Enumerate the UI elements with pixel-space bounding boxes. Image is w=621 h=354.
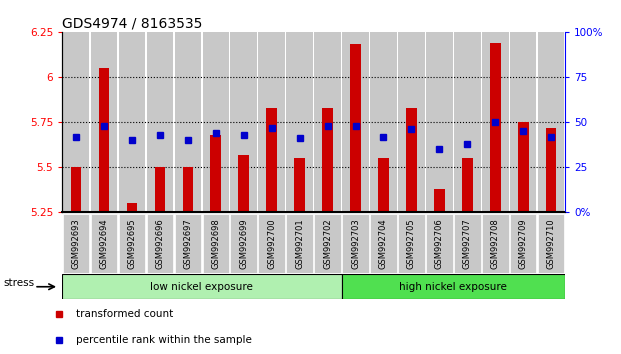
Text: GSM992697: GSM992697 <box>183 218 193 269</box>
Bar <box>314 214 341 273</box>
Bar <box>538 32 564 212</box>
Text: GSM992698: GSM992698 <box>211 218 220 269</box>
Text: percentile rank within the sample: percentile rank within the sample <box>76 335 252 345</box>
Bar <box>202 32 229 212</box>
Text: high nickel exposure: high nickel exposure <box>399 282 507 292</box>
Text: GSM992704: GSM992704 <box>379 218 388 269</box>
Bar <box>350 45 361 212</box>
Bar <box>322 108 333 212</box>
Bar <box>175 214 201 273</box>
Bar <box>286 214 313 273</box>
Bar <box>434 189 445 212</box>
Bar <box>482 32 509 212</box>
Bar <box>398 32 425 212</box>
Bar <box>63 32 89 212</box>
Bar <box>546 127 556 212</box>
Text: GSM992707: GSM992707 <box>463 218 472 269</box>
Bar <box>99 68 109 212</box>
Bar <box>71 167 81 212</box>
Bar <box>211 135 221 212</box>
Text: low nickel exposure: low nickel exposure <box>150 282 253 292</box>
Bar <box>378 158 389 212</box>
Text: GSM992701: GSM992701 <box>295 218 304 269</box>
Bar <box>342 32 369 212</box>
Bar <box>230 214 257 273</box>
Text: GSM992702: GSM992702 <box>323 218 332 269</box>
Bar <box>518 122 528 212</box>
Bar <box>370 214 397 273</box>
Text: GSM992710: GSM992710 <box>546 218 556 269</box>
Bar <box>258 214 285 273</box>
Bar <box>147 32 173 212</box>
Bar <box>398 214 425 273</box>
Bar <box>454 214 481 273</box>
Text: GSM992695: GSM992695 <box>127 218 137 269</box>
Text: GSM992694: GSM992694 <box>99 218 109 269</box>
Bar <box>454 32 481 212</box>
Bar <box>510 32 537 212</box>
Text: GSM992696: GSM992696 <box>155 218 165 269</box>
Bar <box>91 32 117 212</box>
Bar <box>175 32 201 212</box>
Bar <box>314 32 341 212</box>
Bar <box>510 214 537 273</box>
Bar <box>286 32 313 212</box>
Bar <box>202 214 229 273</box>
Bar <box>426 32 453 212</box>
Bar <box>342 274 565 299</box>
Text: stress: stress <box>3 278 34 288</box>
Text: GSM992699: GSM992699 <box>239 218 248 269</box>
Text: GSM992693: GSM992693 <box>71 218 81 269</box>
Bar <box>63 214 89 273</box>
Text: GDS4974 / 8163535: GDS4974 / 8163535 <box>62 17 202 31</box>
Bar <box>119 214 145 273</box>
Bar <box>266 108 277 212</box>
Bar <box>462 158 473 212</box>
Text: GSM992706: GSM992706 <box>435 218 444 269</box>
Bar <box>258 32 285 212</box>
Text: GSM992700: GSM992700 <box>267 218 276 269</box>
Bar <box>294 158 305 212</box>
Bar <box>119 32 145 212</box>
Bar <box>230 32 257 212</box>
Bar <box>147 214 173 273</box>
Bar <box>183 167 193 212</box>
Bar <box>490 43 501 212</box>
Bar <box>127 203 137 212</box>
Text: GSM992709: GSM992709 <box>519 218 528 269</box>
Text: GSM992705: GSM992705 <box>407 218 416 269</box>
Text: transformed count: transformed count <box>76 309 173 320</box>
Text: GSM992708: GSM992708 <box>491 218 500 269</box>
Bar <box>342 214 369 273</box>
Bar <box>155 167 165 212</box>
Bar <box>238 155 249 212</box>
Bar <box>370 32 397 212</box>
Bar <box>62 274 342 299</box>
Bar <box>91 214 117 273</box>
Bar <box>538 214 564 273</box>
Bar <box>426 214 453 273</box>
Bar <box>482 214 509 273</box>
Text: GSM992703: GSM992703 <box>351 218 360 269</box>
Bar <box>406 108 417 212</box>
